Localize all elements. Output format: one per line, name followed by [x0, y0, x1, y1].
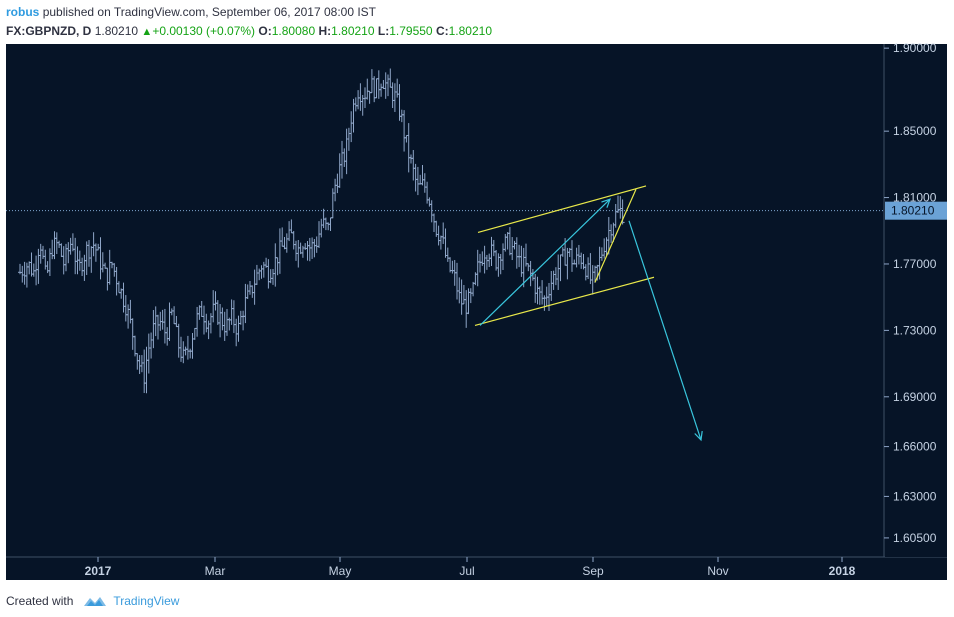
price-tick-label: 1.69000 [893, 390, 937, 404]
up-triangle-icon: ▲ [141, 26, 153, 38]
created-with-text: Created with [6, 594, 74, 608]
last-price: 1.80210 [94, 24, 139, 38]
low-value: 1.79550 [389, 24, 433, 38]
symbol-line: FX:GBPNZD, D 1.80210 ▲+0.00130 (+0.07%) … [6, 24, 492, 38]
price-chart[interactable]: 1.90000 1.85000 1.81000 1.77000 1.73000 1.690… [0, 0, 954, 582]
time-tick-label: Jul [459, 564, 474, 578]
high-value: 1.80210 [331, 24, 375, 38]
time-tick-label: May [329, 564, 352, 578]
price-axis[interactable]: 1.90000 1.85000 1.81000 1.77000 1.73000 1.690… [884, 41, 947, 557]
low-label: L: [377, 24, 390, 38]
publish-line: robus published on TradingView.com, Sept… [6, 5, 376, 19]
time-tick-label: 2018 [829, 564, 856, 578]
ohlc-bars [18, 68, 625, 394]
open-label: O: [258, 24, 272, 38]
close-value: 1.80210 [448, 24, 493, 38]
channel-upper-trendline[interactable] [477, 185, 647, 234]
time-tick-label: Mar [205, 564, 226, 578]
price-tick-label: 1.63000 [893, 489, 937, 503]
price-tick-label: 1.66000 [893, 440, 937, 454]
price-tick-label: 1.77000 [893, 257, 937, 271]
close-label: C: [435, 24, 449, 38]
price-tick-label: 1.81000 [893, 191, 937, 205]
price-tick-label: 1.90000 [893, 41, 937, 55]
time-tick-label: Sep [582, 564, 604, 578]
symbol-label: FX:GBPNZD, D [6, 24, 92, 38]
channel-lower-trendline[interactable] [474, 276, 655, 326]
footer: Created with TradingView [6, 591, 179, 611]
author-name[interactable]: robus [6, 5, 40, 19]
time-axis[interactable]: 2017 Mar May Jul Sep Nov 2018 [6, 557, 947, 580]
annotation-drawings[interactable] [474, 185, 703, 442]
current-price-badge [885, 201, 947, 220]
arrow-up-drawing[interactable] [479, 198, 611, 326]
price-tick-label: 1.73000 [893, 323, 937, 337]
time-tick-label: Nov [707, 564, 728, 578]
arrow-down-drawing[interactable] [628, 220, 703, 442]
chart-background [6, 44, 947, 580]
price-tick-label: 1.60500 [893, 531, 937, 545]
chart-header: robus published on TradingView.com, Sept… [0, 0, 954, 44]
price-tick-label: 1.85000 [893, 124, 937, 138]
open-value: 1.80080 [271, 24, 316, 38]
tradingview-logo-icon [84, 597, 107, 606]
published-text: published on TradingView.com, September … [42, 5, 377, 19]
price-axis-background [885, 44, 947, 557]
time-tick-label: 2017 [85, 564, 112, 578]
wedge-side-trendline[interactable] [594, 189, 637, 283]
time-axis-background [6, 558, 947, 580]
high-label: H: [318, 24, 332, 38]
price-change: +0.00130 (+0.07%) [152, 24, 256, 38]
current-price-label: 1.80210 [891, 204, 935, 218]
tradingview-brand-link[interactable]: TradingView [113, 594, 180, 608]
